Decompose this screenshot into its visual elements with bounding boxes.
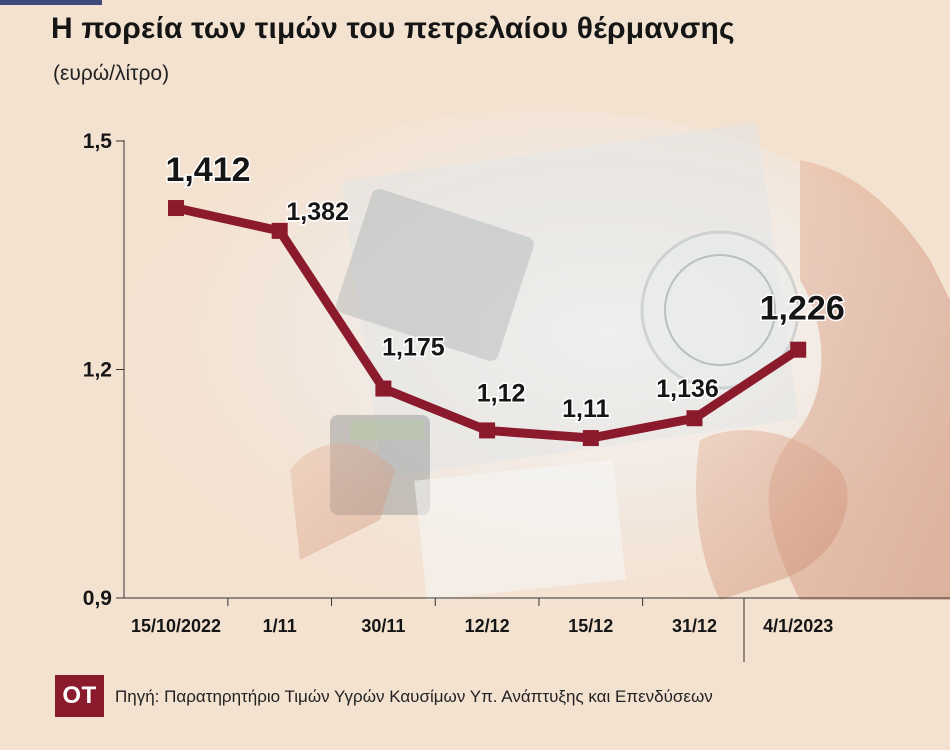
x-tick-label: 30/11: [361, 616, 405, 636]
x-tick-label: 1/11: [263, 616, 297, 636]
data-label: 1,175: [382, 334, 445, 362]
data-label: 1,382: [286, 198, 349, 226]
data-label: 1,412: [165, 151, 250, 189]
ot-logo: ΟΤ: [55, 675, 104, 717]
unit-label: (ευρώ/λίτρο): [53, 62, 170, 85]
x-tick-label: 15/10/2022: [131, 616, 221, 636]
source-note: Πηγή: Παρατηρητήριο Τιμών Υγρών Καυσίμων…: [115, 687, 713, 706]
data-label: 1,11: [562, 395, 609, 423]
x-tick-label: 31/12: [672, 616, 717, 636]
y-axis-ticks: 0,9 1,2 1,5: [83, 130, 124, 610]
x-tick-label: 15/12: [568, 616, 613, 636]
data-point-marker: [790, 341, 807, 358]
x-tick-label: 12/12: [465, 616, 510, 636]
data-point-marker: [168, 200, 184, 217]
data-labels: 1,412 1,382 1,175 1,12 1,11 1,136 1,226: [164, 150, 846, 425]
data-label: 1,136: [656, 375, 719, 403]
chart-title: Η πορεία των τιμών του πετρελαίου θέρμαν…: [51, 12, 735, 45]
data-label: 1,12: [477, 379, 526, 407]
y-tick-label: 0,9: [83, 587, 112, 610]
data-point-marker: [271, 222, 288, 239]
x-axis-ticks: 15/10/2022 1/11 30/11 12/12 15/12 31/12 4/1/20…: [131, 598, 833, 636]
y-tick-label: 1,2: [83, 359, 112, 382]
background-photo: [120, 110, 950, 610]
data-point-marker: [479, 422, 496, 439]
data-point-marker: [582, 430, 599, 447]
data-point-marker: [686, 410, 703, 427]
y-tick-label: 1,5: [83, 130, 113, 153]
x-tick-label: 4/1/2023: [763, 616, 833, 636]
data-point-marker: [375, 380, 392, 397]
series-heating-oil: [168, 200, 807, 447]
top-accent-bar: [0, 0, 102, 5]
data-label: 1,226: [760, 290, 845, 328]
